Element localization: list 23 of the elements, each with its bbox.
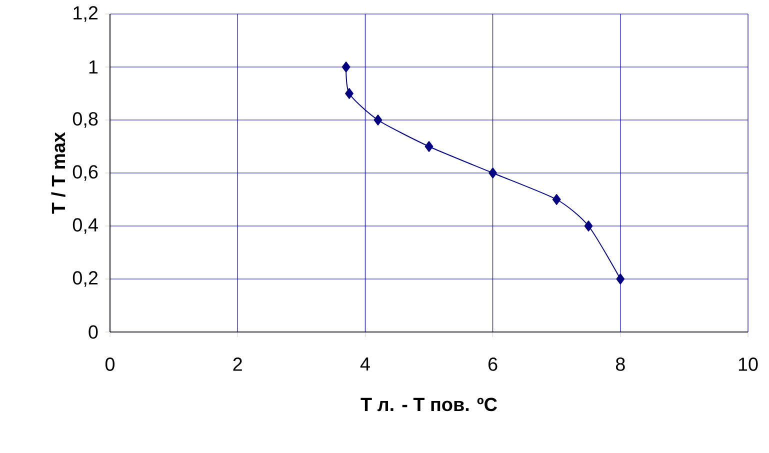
x-tick-label: 4 bbox=[360, 358, 370, 371]
y-tick-label: 0,8 bbox=[72, 112, 98, 128]
y-axis-title: T / T max bbox=[51, 132, 66, 214]
y-tick-label: 1,2 bbox=[74, 6, 98, 22]
point bbox=[616, 274, 625, 284]
x-axis-title: T л. - T пов. ºC bbox=[360, 398, 497, 412]
y-tick-label: 0,6 bbox=[72, 165, 98, 181]
point bbox=[552, 194, 561, 205]
y-tick-label: 0,4 bbox=[72, 218, 98, 234]
x-tick-label: 10 bbox=[738, 358, 758, 371]
point bbox=[424, 141, 434, 152]
x-tick-label: 2 bbox=[233, 358, 242, 371]
point bbox=[374, 114, 382, 126]
point bbox=[488, 168, 498, 178]
point bbox=[584, 220, 593, 232]
x-tick-label: 8 bbox=[616, 358, 625, 371]
y-tick-label: 0 bbox=[88, 325, 98, 339]
point bbox=[345, 88, 354, 99]
x-tick-label: 6 bbox=[488, 358, 498, 371]
x-tick-label: 0 bbox=[105, 358, 115, 371]
y-tick-label: 1 bbox=[89, 60, 98, 74]
y-tick-label: 0,2 bbox=[72, 271, 98, 287]
point bbox=[342, 62, 350, 72]
